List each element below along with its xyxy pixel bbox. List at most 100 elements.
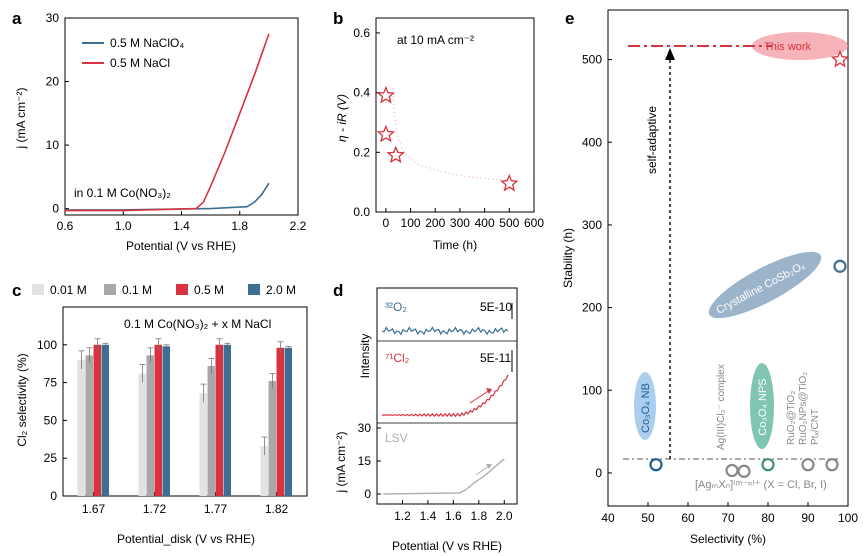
panel-label-c: c xyxy=(12,281,21,300)
legend-label-naclo4: 0.5 M NaClO₄ xyxy=(110,36,184,50)
x-tick-label: 1.6 xyxy=(445,509,462,523)
bar xyxy=(207,365,215,496)
panel-b-xlabel: Time (h) xyxy=(433,238,477,252)
legend-label: 0.1 M xyxy=(122,283,152,297)
y-tick-label: 0 xyxy=(50,489,57,503)
y-tick-label: 25 xyxy=(44,451,58,465)
data-point xyxy=(825,458,839,472)
x-tick-label: 600 xyxy=(524,216,544,230)
panel-d-ylabel-top: Intensity xyxy=(358,334,372,379)
panel-d-cl2-scale: 5E-11 xyxy=(480,351,511,365)
ruo2-label: RuO₂@TiO₂ xyxy=(786,391,797,445)
bar xyxy=(101,344,109,496)
x-tick-label: 90 xyxy=(801,511,815,525)
x-tick-label: 500 xyxy=(499,216,519,230)
self-adaptive-arrow-head xyxy=(665,48,675,60)
x-tick-label: 400 xyxy=(475,216,495,230)
bar xyxy=(215,344,223,496)
y-tick-label: 0.2 xyxy=(353,145,370,159)
cl2-arrow-head xyxy=(486,388,492,394)
x-tick-label: 2.2 xyxy=(290,219,307,233)
lsv-line xyxy=(383,458,505,495)
bar xyxy=(146,355,154,496)
x-tick-label: 60 xyxy=(681,511,695,525)
y-tick-label: 15 xyxy=(358,454,372,468)
y-tick-label: 500 xyxy=(582,53,602,67)
panel-b-chart: 0 100 200 300 400 500 600 0.0 0.2 0.4 0.6 at 10 mA… xyxy=(335,17,544,252)
y-tick-label: 50 xyxy=(44,413,58,427)
bar xyxy=(93,344,101,496)
ruo2nps-label: RuO₂NPs@TiO₂ xyxy=(798,372,809,445)
bar xyxy=(199,393,207,496)
bar xyxy=(138,373,146,496)
data-point xyxy=(649,458,663,472)
x-tick-label: 2.0 xyxy=(496,509,513,523)
data-point xyxy=(737,464,751,478)
panel-d-cl2-label: ⁷¹Cl₂ xyxy=(385,351,410,365)
x-tick-label: 1.72 xyxy=(143,502,167,516)
x-tick-label: 1.67 xyxy=(82,502,106,516)
y-tick-label: 20 xyxy=(46,75,60,89)
nps-ellipse xyxy=(750,363,774,449)
nps-label: Co₃O₄ NPS xyxy=(757,378,769,435)
bar xyxy=(276,347,284,496)
data-point xyxy=(761,458,775,472)
panel-b-frame xyxy=(375,17,535,213)
panel-a-ylabel: j (mA cm⁻²) xyxy=(14,88,28,150)
x-tick-label: 200 xyxy=(425,216,445,230)
bar xyxy=(284,347,292,496)
self-adaptive-label: self-adaptive xyxy=(645,106,659,174)
panel-d-xlabel: Potential (V vs RHE) xyxy=(392,539,502,553)
this-work-point xyxy=(830,49,850,68)
y-tick-label: 0 xyxy=(52,202,59,216)
panel-c-xlabel: Potential_disk (V vs RHE) xyxy=(117,532,255,546)
x-tick-label: 70 xyxy=(721,511,735,525)
y-tick-label: 400 xyxy=(582,135,602,149)
x-tick-label: 1.8 xyxy=(470,509,487,523)
y-tick-label: 0 xyxy=(595,466,602,480)
y-tick-label: 0.4 xyxy=(353,86,370,100)
y-tick-label: 30 xyxy=(46,11,60,25)
y-tick-label: 30 xyxy=(358,421,372,435)
coso-ellipse xyxy=(708,251,822,319)
x-tick-label: 1.0 xyxy=(115,219,132,233)
panel-d-frame xyxy=(376,287,518,505)
y-tick-label: 100 xyxy=(37,338,57,352)
panel-b-trend-dots xyxy=(392,87,506,181)
x-tick-label: 1.8 xyxy=(231,219,248,233)
x-tick-label: 300 xyxy=(450,216,470,230)
y-tick-label: 10 xyxy=(46,138,60,152)
data-point-star xyxy=(386,145,406,164)
legend-label: 0.5 M xyxy=(194,283,224,297)
data-point xyxy=(801,458,815,472)
bar xyxy=(154,344,162,496)
panel-a-annotation: in 0.1 M Co(NO₃)₂ xyxy=(74,186,171,200)
lsv-arrow xyxy=(475,465,490,476)
panel-label-d: d xyxy=(333,281,343,300)
panel-d-o2-scale: 5E-10 xyxy=(480,300,512,314)
legend-swatch xyxy=(32,284,44,295)
panel-d-o2-label: ³²O₂ xyxy=(385,300,407,314)
bar xyxy=(77,359,85,496)
panel-label-e: e xyxy=(565,9,574,28)
panel-c-annotation: 0.1 M Co(NO₃)₂ + x M NaCl xyxy=(124,317,271,331)
x-tick-label: 0.6 xyxy=(57,219,74,233)
y-tick-label: 75 xyxy=(44,376,58,390)
legend-swatch xyxy=(104,284,116,295)
this-work-ellipse xyxy=(752,32,848,60)
lsv-arrow-head xyxy=(486,464,492,469)
panel-e-chart: 40 50 60 70 80 90 100 0 100 200 300 400 500 self-ada… xyxy=(561,9,858,546)
x-tick-label: 100 xyxy=(838,511,858,525)
x-tick-label: 100 xyxy=(401,216,421,230)
data-point xyxy=(833,259,847,273)
legend-label-nacl: 0.5 M NaCl xyxy=(110,56,170,70)
legend-label: 0.01 M xyxy=(50,283,87,297)
data-point xyxy=(725,463,739,478)
nb-ellipse xyxy=(634,372,656,440)
panel-e-ylabel: Stability (h) xyxy=(561,228,575,288)
panel-b-ylabel: η - iR (V) xyxy=(335,94,349,142)
legend-swatch xyxy=(248,284,260,295)
y-tick-label: 0 xyxy=(364,487,371,501)
data-point-star xyxy=(376,85,396,104)
x-tick-label: 1.82 xyxy=(265,502,289,516)
